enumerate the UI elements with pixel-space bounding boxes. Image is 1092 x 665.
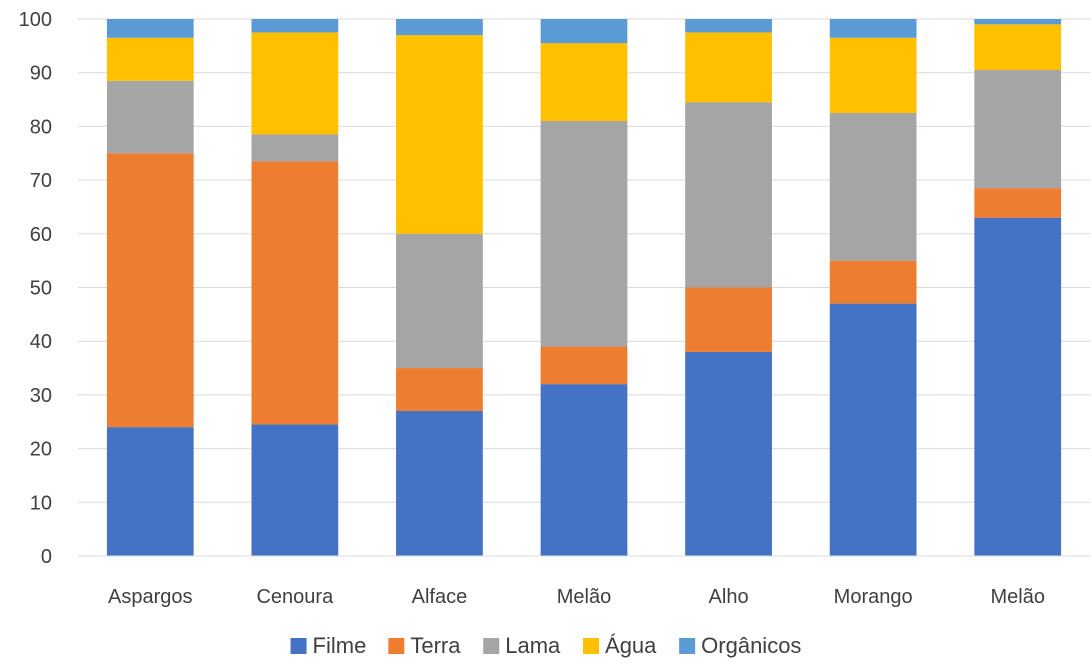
legend-swatch	[483, 638, 500, 654]
bar-segment	[829, 19, 917, 38]
legend-swatch	[290, 638, 307, 654]
bar-segment	[829, 112, 917, 261]
y-tick-label: 40	[30, 331, 52, 353]
x-tick-label: Melão	[990, 586, 1044, 608]
bar-segment	[685, 287, 772, 352]
bar-segment	[974, 70, 1062, 189]
bar-segment	[396, 411, 483, 556]
bar-segment	[540, 346, 628, 385]
y-tick-label: 80	[30, 116, 52, 138]
bar-segment	[540, 121, 628, 347]
bar-segment	[540, 19, 628, 44]
legend-label: Orgânicos	[701, 633, 801, 658]
y-tick-label: 70	[30, 170, 52, 192]
bar-segment	[251, 19, 339, 33]
x-tick-label: Morango	[834, 586, 913, 608]
bar-segment	[540, 384, 628, 556]
bar-segment	[974, 188, 1062, 218]
bar-segment	[251, 161, 339, 425]
bar-segment	[396, 19, 483, 36]
legend-swatch	[388, 638, 405, 654]
legend: Filme Terra Lama Água Orgânicos	[290, 633, 801, 658]
bar-segment	[396, 35, 483, 234]
y-tick-label: 30	[30, 385, 52, 407]
x-tick-label: Alho	[709, 586, 749, 608]
bar-segment	[106, 37, 194, 81]
bar-segment	[106, 153, 194, 428]
y-tick-label: 60	[30, 224, 52, 246]
bar-segment	[396, 233, 483, 369]
legend-label: Lama	[505, 633, 561, 658]
legend-label: Filme	[313, 633, 367, 658]
y-tick-label: 0	[41, 546, 52, 568]
legend-swatch	[583, 638, 600, 654]
x-tick-label: Alface	[412, 586, 468, 608]
bar-segment	[685, 19, 772, 33]
legend-swatch	[679, 638, 696, 654]
legend-label: Terra	[410, 633, 461, 658]
bar-segment	[829, 303, 917, 556]
x-axis-tick-labels: Aspargos Cenoura Alface Melão Alho Morango Mel…	[108, 586, 1045, 608]
bar-segment	[106, 80, 194, 154]
bar-segment	[685, 102, 772, 288]
y-tick-label: 100	[19, 9, 52, 31]
y-tick-label: 10	[30, 492, 52, 514]
y-tick-label: 20	[30, 439, 52, 461]
bar-segment	[829, 37, 917, 113]
x-tick-label: Aspargos	[108, 586, 193, 608]
bar-segment	[106, 19, 194, 38]
bar-segment	[685, 351, 772, 556]
bar-segment	[829, 260, 917, 304]
legend-label: Água	[605, 633, 657, 658]
x-tick-label: Cenoura	[256, 586, 334, 608]
bar-segment	[974, 24, 1062, 71]
bar-segment	[685, 32, 772, 103]
bar-segment	[396, 368, 483, 412]
bars	[106, 19, 1062, 556]
bar-segment	[251, 32, 339, 135]
y-tick-label: 90	[30, 63, 52, 85]
bar-segment	[251, 134, 339, 162]
bar-segment	[251, 424, 339, 556]
bar-segment	[540, 43, 628, 122]
bar-segment	[106, 427, 194, 556]
bar-segment	[974, 19, 1062, 25]
bar-segment	[974, 217, 1062, 556]
x-tick-label: Melão	[557, 586, 611, 608]
y-tick-label: 50	[30, 278, 52, 300]
y-axis-tick-labels: 0 10 20 30 40 50 60 70 80 90 100	[19, 9, 52, 568]
